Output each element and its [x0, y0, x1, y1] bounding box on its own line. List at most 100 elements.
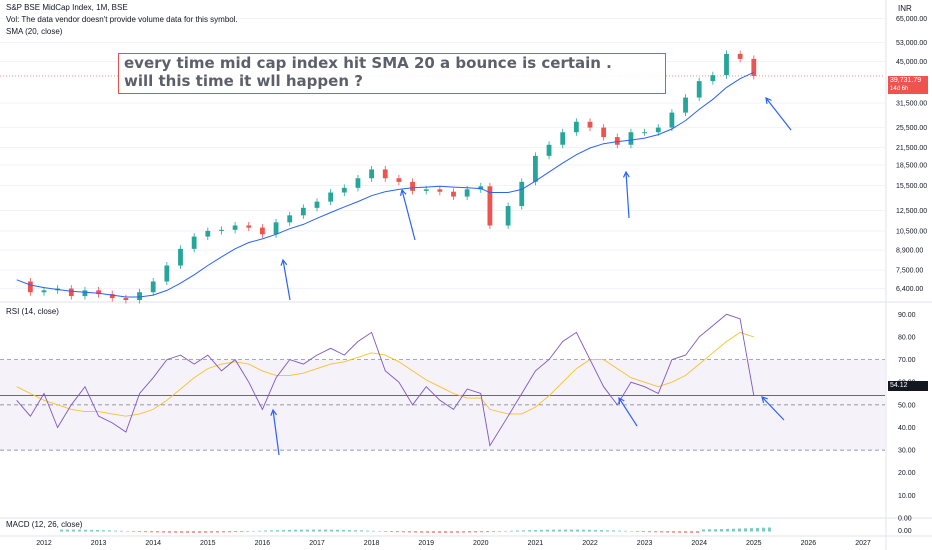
- macd-bar: [696, 531, 699, 533]
- macd-bar: [72, 529, 75, 532]
- macd-bar: [516, 530, 519, 532]
- macd-bar: [432, 531, 435, 533]
- macd-bar: [150, 531, 153, 533]
- candle-body: [573, 121, 579, 133]
- macd-bar: [582, 529, 585, 532]
- candle-body: [601, 127, 607, 138]
- macd-bar: [744, 528, 747, 532]
- macd-bar: [282, 530, 285, 532]
- macd-bar: [456, 531, 459, 533]
- macd-bar: [750, 528, 753, 532]
- candle-body: [505, 206, 511, 226]
- year-label: 2017: [309, 540, 325, 547]
- rsi-tick-label: 80.00: [898, 334, 916, 341]
- sma-label: SMA (20, close): [6, 27, 63, 36]
- macd-bar: [402, 531, 405, 533]
- macd-bar: [306, 529, 309, 532]
- price-tick-label: 15,500.00: [896, 183, 927, 190]
- rsi-tick-label: 40.00: [898, 425, 916, 432]
- macd-bar: [420, 531, 423, 533]
- macd-bar: [318, 529, 321, 532]
- macd-bar: [102, 530, 105, 532]
- macd-bar: [714, 529, 717, 532]
- arrows: [270, 97, 792, 456]
- macd-bar: [606, 530, 609, 532]
- candle-body: [300, 207, 306, 216]
- candle-body: [423, 189, 429, 191]
- symbol-title: S&P BSE MidCap Index, 1M, BSE: [6, 3, 128, 12]
- candle-body: [751, 58, 757, 76]
- macd-bar: [132, 531, 135, 532]
- macd-bar: [498, 531, 501, 532]
- annotation-box: every time mid cap index hit SMA 20 a bo…: [118, 53, 666, 94]
- candle-body: [109, 294, 115, 299]
- year-label: 2018: [364, 540, 380, 547]
- macd-bar: [522, 530, 525, 532]
- year-label: 2012: [36, 540, 52, 547]
- candle-body: [68, 288, 74, 297]
- year-label: 2027: [855, 540, 871, 547]
- macd-bar: [210, 531, 213, 533]
- macd-bar: [384, 531, 387, 532]
- macd-bar: [726, 528, 729, 532]
- price-tick-label: 10,500.00: [896, 228, 927, 235]
- annotation-arrow-head: [399, 188, 407, 196]
- macd-bar: [678, 531, 681, 533]
- rsi-tick-label: 50.00: [898, 402, 916, 409]
- candle-body: [546, 144, 552, 156]
- candle-body: [314, 201, 320, 208]
- macd-bar: [558, 529, 561, 532]
- macd-bar: [366, 530, 369, 532]
- macd-bar: [510, 530, 513, 532]
- year-label: 2025: [746, 540, 762, 547]
- macd-bar: [666, 531, 669, 533]
- candle-body: [533, 155, 538, 182]
- year-label: 2014: [145, 540, 161, 547]
- macd-bar: [576, 529, 579, 532]
- candle-body: [27, 281, 33, 293]
- macd-bar: [342, 529, 345, 532]
- annotation-arrow-head: [618, 396, 625, 405]
- year-label: 2019: [418, 540, 434, 547]
- macd-bar: [360, 530, 363, 532]
- candle-body: [410, 181, 415, 191]
- macd-bar: [534, 530, 537, 532]
- candle-body: [655, 127, 661, 133]
- year-label: 2016: [255, 540, 271, 547]
- macd-bar: [564, 529, 567, 532]
- macd-bar: [660, 531, 663, 533]
- rsi-tick-label: 20.00: [898, 470, 916, 477]
- candle-body: [41, 290, 47, 293]
- macd-bar: [636, 531, 639, 532]
- macd-bar: [702, 529, 705, 532]
- macd-bar: [444, 531, 447, 533]
- rsi-tick-label: 0.00: [898, 516, 912, 523]
- rsi-tick-label: 30.00: [898, 448, 916, 455]
- macd-bar: [294, 529, 297, 532]
- price-tick-label: 12,500.00: [896, 208, 927, 215]
- annotation-line-2: will this time it wll happen ?: [124, 72, 363, 90]
- candle-body: [696, 81, 702, 98]
- macd-bar: [66, 529, 69, 532]
- macd-bar: [480, 531, 483, 533]
- macd-bar: [240, 531, 243, 532]
- macd-bar: [96, 530, 99, 532]
- candle-body: [123, 298, 129, 300]
- annotation-arrow: [401, 189, 416, 241]
- annotation-arrow: [272, 409, 280, 456]
- annotation-arrow-head: [280, 258, 288, 266]
- candle-body: [519, 181, 525, 207]
- candle-body: [219, 229, 224, 231]
- candle-body: [464, 189, 470, 197]
- macd-bar: [684, 531, 687, 533]
- candle-body: [178, 248, 183, 266]
- last-price-tag: 39,731.79 14d 6h: [888, 76, 928, 94]
- rsi-line: [16, 313, 755, 447]
- annotation-line-1: every time mid cap index hit SMA 20 a bo…: [124, 54, 612, 72]
- macd-bar: [312, 529, 315, 532]
- price-tick-label: 53,000.00: [896, 40, 927, 47]
- macd-bar: [552, 529, 555, 532]
- macd-bar: [120, 530, 123, 532]
- macd-bar: [438, 531, 441, 533]
- macd-bar: [216, 531, 219, 533]
